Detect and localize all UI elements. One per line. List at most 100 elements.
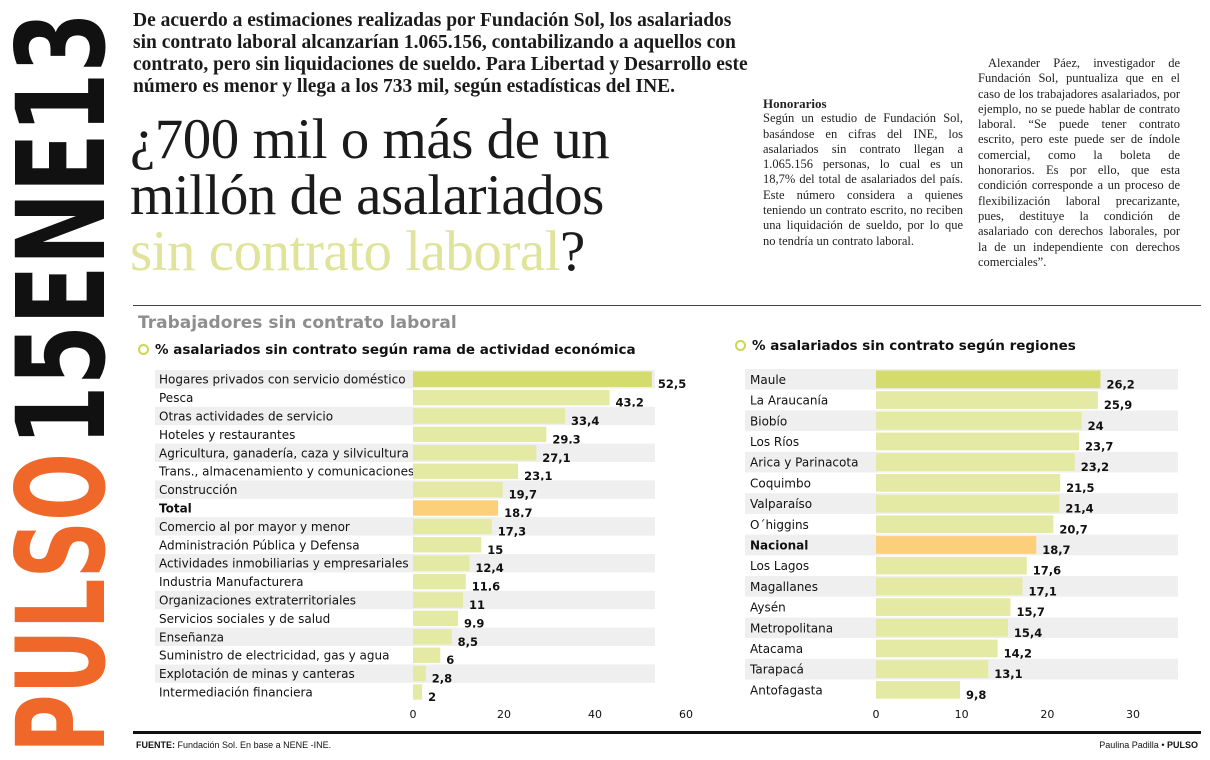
masthead-date: 15ENE13 [4, 12, 116, 446]
bar [413, 371, 652, 387]
bar [876, 536, 1037, 554]
credit-paper: PULSO [1166, 740, 1198, 750]
value-label: 15,7 [1016, 605, 1044, 619]
bar [876, 474, 1061, 492]
bar [876, 577, 1023, 596]
value-label: 2,8 [432, 672, 452, 686]
row-stripe [155, 590, 655, 610]
credit-separator: • [1161, 740, 1165, 750]
bar [876, 598, 1011, 616]
bar [413, 426, 547, 443]
column-heading: Honorarios [763, 96, 827, 111]
value-label: 20,7 [1059, 522, 1087, 536]
value-label: 17,3 [498, 524, 526, 538]
category-label: Atacama [750, 642, 803, 656]
category-label: Hogares privados con servicio doméstico [159, 373, 406, 387]
value-label: 17,6 [1033, 564, 1061, 578]
bar [413, 647, 441, 663]
bar [413, 481, 503, 498]
category-label: Pesca [159, 391, 193, 405]
value-label: 33,4 [571, 414, 599, 428]
value-label: 52,5 [658, 377, 686, 391]
category-label: Maule [750, 373, 786, 387]
bar [413, 537, 482, 553]
category-label: Los Lagos [750, 559, 809, 573]
value-label: 11,6 [472, 580, 500, 594]
category-label: Intermediación financiera [159, 686, 313, 700]
category-label: La Araucanía [750, 394, 828, 408]
category-label: Aysén [750, 601, 786, 615]
panel-title-right: % asalariados sin contrato según regione… [735, 338, 1076, 354]
category-label: Valparaíso [750, 497, 812, 511]
bar [876, 618, 1008, 637]
category-label: Enseñanza [159, 630, 224, 644]
category-label: Trans., almacenamiento y comunicaciones [158, 465, 414, 479]
category-label: Nacional [750, 538, 808, 552]
masthead-pulso: PULSO [4, 453, 116, 753]
bar [413, 592, 464, 608]
section-divider [133, 305, 1201, 306]
x-tick-label: 40 [588, 708, 602, 721]
article-column-honorarios: Honorarios Según un estudio de Fundación… [763, 96, 963, 249]
category-label: Magallanes [750, 580, 818, 594]
row-stripe [155, 517, 655, 536]
source-note: FUENTE: Fundación Sol. En base a NENE -I… [136, 740, 331, 750]
value-label: 9,8 [966, 688, 986, 702]
article-intro: De acuerdo a estimaciones realizadas por… [133, 10, 748, 97]
value-label: 19,7 [509, 488, 537, 502]
value-label: 29,3 [552, 432, 580, 446]
row-stripe [155, 627, 655, 646]
category-label: Hoteles y restaurantes [159, 428, 295, 442]
row-stripe [155, 554, 655, 573]
category-label: Antofagasta [750, 683, 823, 697]
row-stripe [155, 664, 655, 683]
value-label: 18,7 [1042, 543, 1070, 557]
headline-question-mark: ? [560, 220, 585, 283]
value-label: 23,1 [524, 469, 552, 483]
x-tick-label: 0 [410, 708, 417, 721]
category-label: Actividades inmobiliarias y empresariale… [159, 557, 409, 571]
bar [876, 681, 960, 699]
value-label: 15,4 [1014, 626, 1042, 640]
x-tick-label: 30 [1126, 708, 1140, 721]
credit-author: Paulina Padilla [1099, 740, 1159, 750]
column-body: Según un estudio de Fundación Sol, basán… [763, 111, 963, 248]
value-label: 27,1 [542, 451, 570, 465]
bullet-icon [735, 340, 746, 351]
value-label: 17,1 [1028, 584, 1056, 598]
bar [413, 665, 426, 682]
x-tick-label: 20 [1040, 708, 1054, 721]
category-label: Arica y Parinacota [750, 456, 858, 470]
value-label: 6 [446, 653, 454, 667]
panel-title-left-text: % asalariados sin contrato según rama de… [155, 342, 636, 358]
x-tick-label: 60 [679, 708, 693, 721]
bar [413, 610, 459, 627]
value-label: 8,5 [458, 635, 478, 649]
row-stripe [155, 480, 655, 499]
credit: Paulina Padilla • PULSO [1099, 740, 1198, 750]
value-label: 11 [469, 598, 485, 612]
headline: ¿700 mil o más de un millón de asalariad… [130, 111, 750, 283]
footer-rule [133, 731, 1201, 734]
category-label: Total [159, 502, 192, 516]
bar [876, 494, 1060, 513]
value-label: 25,9 [1104, 398, 1132, 412]
bar [876, 660, 989, 678]
bar [876, 453, 1075, 471]
panel-title-right-text: % asalariados sin contrato según regione… [752, 338, 1076, 354]
panel-title-left: % asalariados sin contrato según rama de… [138, 342, 636, 358]
masthead: PULSO 15ENE13 [4, 8, 116, 754]
category-label: Industria Manufacturera [159, 575, 304, 589]
bar [413, 573, 466, 590]
bullet-icon [138, 344, 149, 355]
category-label: Servicios sociales y de salud [159, 612, 330, 626]
x-tick-label: 0 [873, 708, 880, 721]
x-tick-label: 10 [955, 708, 969, 721]
bar [876, 391, 1098, 409]
bar [413, 518, 492, 535]
bar [876, 639, 998, 658]
value-label: 15 [487, 543, 503, 557]
bar [876, 556, 1027, 575]
value-label: 21,4 [1065, 502, 1093, 516]
